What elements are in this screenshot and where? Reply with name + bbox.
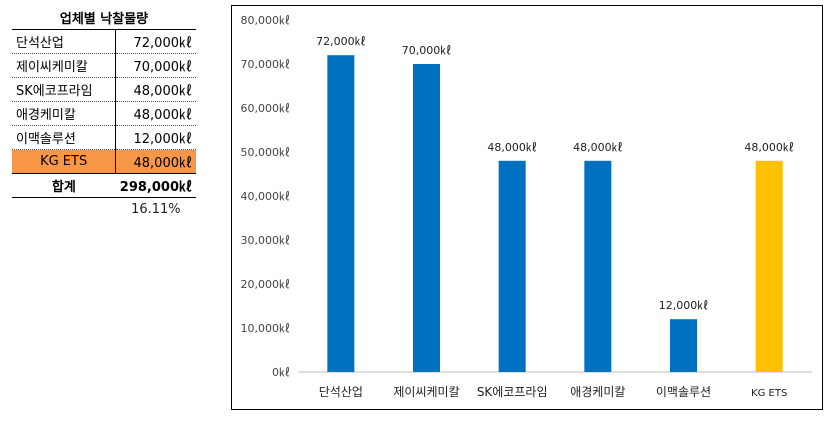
table-row-value: 72,000㎘ — [115, 29, 196, 54]
total-label: 합계 — [12, 173, 116, 198]
y-tick-label: 30,000㎘ — [241, 234, 291, 247]
x-tick-label: 단석산업 — [319, 385, 363, 399]
bar — [498, 160, 526, 372]
table-row-name: SK에코프라임 — [12, 77, 116, 102]
data-label: 12,000㎘ — [659, 299, 709, 312]
y-tick-label: 20,000㎘ — [241, 278, 291, 291]
table-row-name: 제이씨케미칼 — [12, 53, 116, 78]
table-row-name: 단석산업 — [12, 29, 116, 54]
y-tick-label: 40,000㎘ — [241, 190, 291, 203]
bar-chart-frame: 0㎘ 10,000㎘ 20,000㎘ 30,000㎘ 40,000㎘ 50,000㎘ 60,… — [231, 5, 823, 410]
data-label: 70,000㎘ — [402, 44, 452, 57]
y-tick-label: 70,000㎘ — [241, 58, 291, 71]
table-row-name: 애경케미칼 — [12, 101, 116, 126]
y-tick-label: 0㎘ — [272, 366, 290, 379]
data-label: 48,000㎘ — [744, 141, 794, 154]
y-tick-label: 10,000㎘ — [241, 322, 291, 335]
y-tick-label: 50,000㎘ — [241, 146, 291, 159]
bar-chart: 0㎘ 10,000㎘ 20,000㎘ 30,000㎘ 40,000㎘ 50,000㎘ 60,… — [241, 14, 812, 399]
table-row-value-highlighted: 48,000㎘ — [115, 149, 196, 174]
x-tick-label: 애경케미칼 — [570, 385, 625, 399]
bar — [327, 55, 355, 372]
x-tick-label: 제이씨케미칼 — [393, 385, 459, 399]
table-row-name: 이맥솔루션 — [12, 125, 116, 150]
table-row-value: 48,000㎘ — [115, 77, 196, 102]
winning-volume-table: 업체별 낙찰물량 단석산업 72,000㎘ 제이씨케미칼 70,000㎘ SK에… — [12, 6, 196, 221]
bar — [755, 160, 783, 372]
y-tick-label: 60,000㎘ — [241, 102, 291, 115]
table-title: 업체별 낙찰물량 — [12, 6, 196, 30]
share-percent: 16.11% — [131, 202, 181, 217]
data-label: 72,000㎘ — [316, 35, 366, 48]
y-tick-label: 80,000㎘ — [241, 14, 291, 27]
table-row-value: 70,000㎘ — [115, 53, 196, 78]
bar — [670, 319, 697, 372]
x-tick-label: SK에코프라임 — [477, 385, 548, 399]
bar — [413, 64, 440, 372]
data-label: 48,000㎘ — [487, 141, 536, 154]
table-row-value: 48,000㎘ — [115, 101, 196, 126]
bar — [584, 160, 612, 372]
table-row-name-highlighted: KG ETS — [12, 149, 116, 174]
x-tick-label: 이맥솔루션 — [656, 385, 711, 399]
x-tick-label: KG ETS — [751, 388, 787, 399]
table-row-value: 12,000㎘ — [115, 125, 196, 150]
total-value: 298,000㎘ — [115, 173, 196, 198]
data-label: 48,000㎘ — [573, 141, 623, 154]
